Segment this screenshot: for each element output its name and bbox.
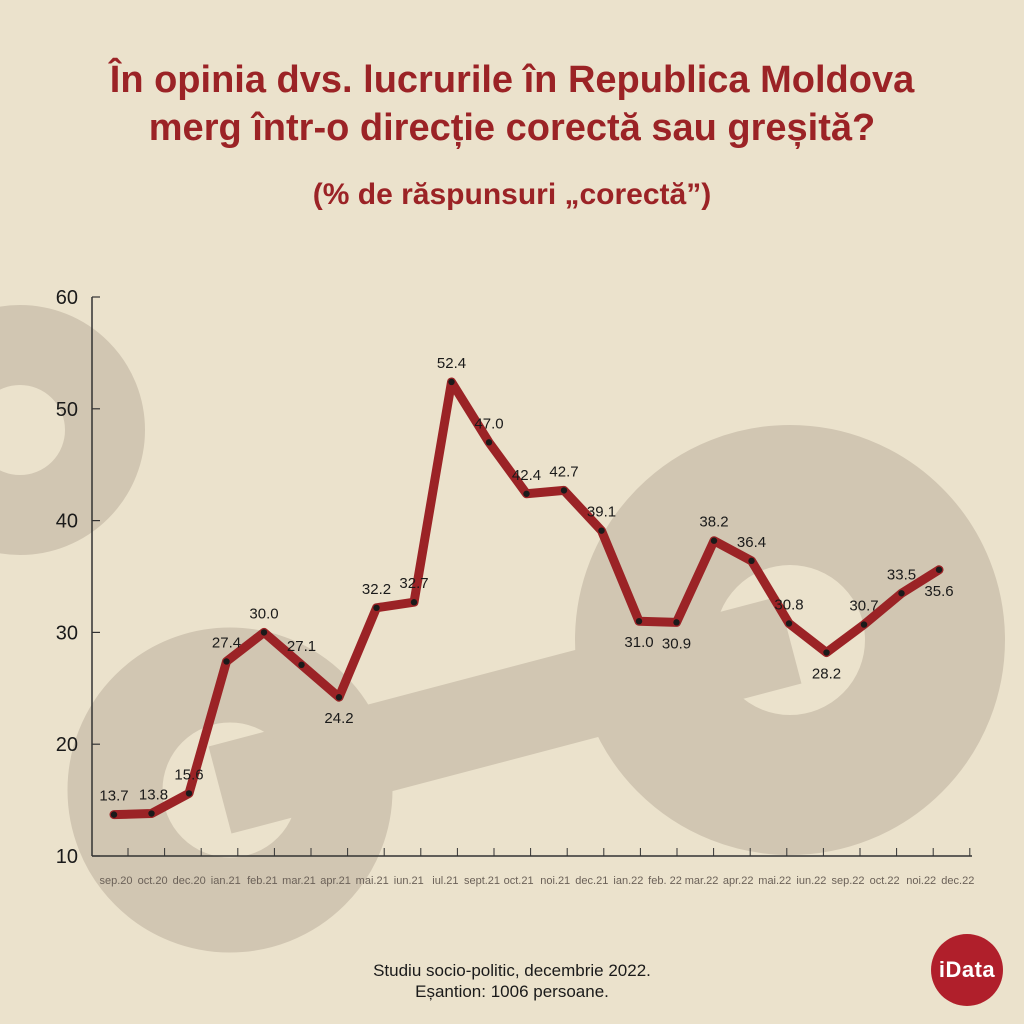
x-tick-label: sept.21 <box>464 875 500 887</box>
data-point <box>785 620 793 627</box>
x-tick-label: oct.21 <box>504 875 534 887</box>
data-label: 36.4 <box>737 534 766 551</box>
data-point <box>298 661 305 669</box>
data-point <box>148 810 155 817</box>
idata-logo: iData <box>931 934 1003 1006</box>
data-label: 13.7 <box>99 788 128 805</box>
title-line-1: În opinia dvs. lucrurile în Republica Mo… <box>109 59 915 101</box>
data-point <box>860 621 868 628</box>
data-label: 15.6 <box>174 766 203 783</box>
data-point <box>710 537 718 544</box>
data-label: 38.2 <box>699 514 728 531</box>
x-tick-label: apr.21 <box>320 875 351 887</box>
bg-circle-mid <box>67 627 393 953</box>
title-line-2: merg într-o direcție corectă sau greșită… <box>148 107 876 149</box>
data-label: 24.2 <box>324 710 353 727</box>
x-tick-label: sep.20 <box>99 875 132 887</box>
data-point <box>485 439 493 446</box>
x-tick-label: dec.21 <box>575 875 608 887</box>
chart-title: În opinia dvs. lucrurile în Republica Mo… <box>0 56 1024 152</box>
data-point <box>935 566 943 573</box>
x-tick-label: dec.20 <box>173 875 206 887</box>
chart-subtitle: (% de răspunsuri „corectă”) <box>312 178 712 211</box>
data-label: 35.6 <box>924 583 953 600</box>
data-label: 42.4 <box>512 467 541 484</box>
y-tick-label: 10 <box>56 846 78 868</box>
data-point <box>185 790 193 797</box>
y-tick-label: 20 <box>56 734 78 756</box>
x-tick-label: mai.21 <box>356 875 389 887</box>
data-label: 30.0 <box>249 605 278 622</box>
data-point <box>673 619 680 626</box>
data-point <box>373 604 380 612</box>
data-label: 39.1 <box>587 504 616 521</box>
x-tick-label: feb. 22 <box>648 875 682 887</box>
data-label: 33.5 <box>887 566 916 583</box>
y-tick-label: 60 <box>56 287 78 309</box>
x-tick-label: noi.22 <box>906 875 936 887</box>
data-label: 52.4 <box>437 355 466 372</box>
data-point <box>823 649 830 656</box>
series-line <box>109 377 944 820</box>
data-label: 30.9 <box>662 635 691 652</box>
data-label: 42.7 <box>549 463 578 480</box>
x-tick-label: mar.22 <box>685 875 719 887</box>
y-tick-label: 40 <box>56 511 78 533</box>
data-label: 27.1 <box>287 638 316 655</box>
data-point <box>598 527 605 534</box>
data-label: 30.8 <box>774 596 803 613</box>
x-tick-label: apr.22 <box>723 875 754 887</box>
x-tick-label: mar.21 <box>282 875 316 887</box>
data-label: 27.4 <box>212 634 241 651</box>
x-tick-label: noi.21 <box>540 875 570 887</box>
x-tick-label: oct.22 <box>870 875 900 887</box>
y-tick-label: 30 <box>56 622 78 644</box>
data-label: 32.2 <box>362 581 391 598</box>
x-tick-label: iul.21 <box>432 875 458 887</box>
data-point <box>560 487 568 494</box>
x-tick-label: oct.20 <box>138 875 168 887</box>
data-point <box>748 557 755 565</box>
footer: Studiu socio-politic, decembrie 2022. Eș… <box>300 960 724 1002</box>
data-point <box>410 599 418 606</box>
data-label: 30.7 <box>849 598 878 615</box>
data-point <box>448 378 455 386</box>
x-tick-label: ian.22 <box>613 875 643 887</box>
data-label: 28.2 <box>812 666 841 683</box>
footer-study: Studiu socio-politic, decembrie 2022. <box>373 961 651 980</box>
data-label: 32.7 <box>399 575 428 592</box>
data-label: 13.8 <box>139 787 168 804</box>
data-point <box>898 590 905 597</box>
y-tick-label: 50 <box>56 399 78 421</box>
x-tick-label: sep.22 <box>831 875 864 887</box>
x-tick-label: iun.21 <box>394 875 424 887</box>
x-tick-label: dec.22 <box>941 875 974 887</box>
footer-sample: Eșantion: 1006 persoane. <box>415 982 609 1001</box>
x-tick-label: iun.22 <box>796 875 826 887</box>
data-point <box>335 694 343 701</box>
bg-circle-right <box>575 425 1005 855</box>
data-point <box>523 490 530 497</box>
data-point <box>635 618 643 625</box>
data-point <box>223 658 230 665</box>
data-point <box>260 629 268 636</box>
x-tick-label: ian.21 <box>211 875 241 887</box>
x-tick-label: mai.22 <box>758 875 791 887</box>
data-label: 47.0 <box>474 415 503 432</box>
bg-circle-left <box>0 305 145 555</box>
data-label: 31.0 <box>624 634 653 651</box>
x-tick-label: feb.21 <box>247 875 278 887</box>
data-point <box>110 811 118 818</box>
